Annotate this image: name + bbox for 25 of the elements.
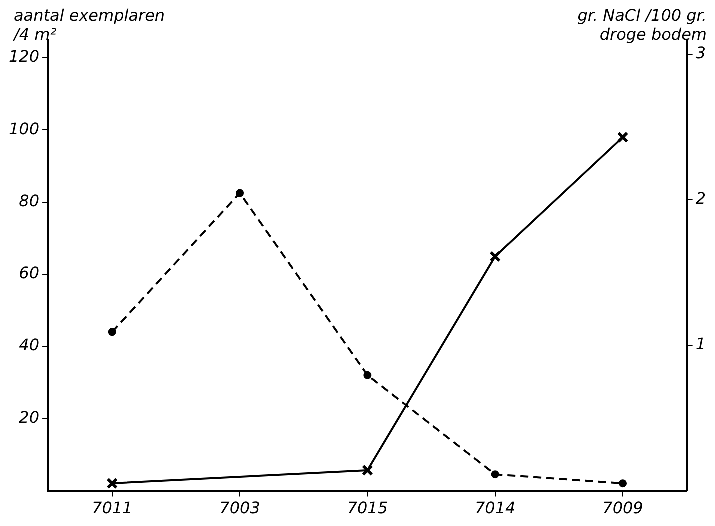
y-tick-label: 80	[19, 191, 40, 210]
point	[491, 470, 500, 479]
y-axis-title: aantal exemplaren /4 m²	[14, 6, 166, 44]
y2-axis-title: gr. NaCl /100 gr. droge bodem	[578, 6, 707, 44]
point	[490, 250, 502, 262]
x-tick-label: 7015	[347, 498, 388, 518]
point	[236, 189, 244, 198]
y2-tick-label: 3	[696, 44, 706, 63]
y-tick-label: 40	[19, 336, 40, 355]
y-tick-label: 60	[19, 264, 40, 283]
point	[108, 328, 116, 336]
y-tick-label: 120	[8, 47, 40, 66]
y-tick-label: 20	[19, 408, 40, 427]
y2-tick-label: 2	[696, 189, 706, 208]
point	[364, 371, 372, 380]
y-tick-label: 100	[8, 119, 40, 138]
y2-tick-label: 1	[696, 334, 706, 354]
point	[362, 464, 374, 476]
x-tick-label: 7003	[220, 498, 260, 518]
point	[106, 478, 118, 490]
point	[618, 480, 627, 488]
x-tick-label: 7014	[474, 498, 516, 518]
x-tick-label: 7009	[602, 498, 644, 518]
x-tick-label: 7011	[92, 498, 133, 518]
point	[617, 132, 629, 144]
